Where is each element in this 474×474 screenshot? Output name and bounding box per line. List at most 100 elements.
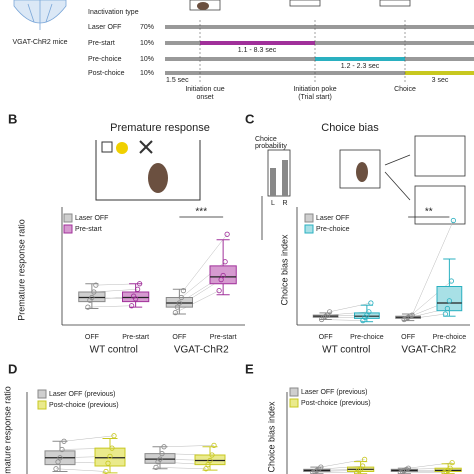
y-axis-label: Choice bias index bbox=[266, 401, 276, 473]
group-label: WT control bbox=[90, 345, 138, 356]
group-label: WT control bbox=[322, 345, 370, 356]
event-label: (Trial start) bbox=[298, 94, 332, 101]
data-point bbox=[446, 298, 452, 304]
data-point bbox=[327, 309, 333, 315]
x-tick-label: OFF bbox=[172, 334, 186, 341]
x-tick-label: OFF bbox=[85, 334, 99, 341]
data-point bbox=[176, 300, 182, 306]
legend-swatch bbox=[37, 400, 47, 410]
data-point bbox=[93, 282, 99, 288]
event-label: Choice bbox=[394, 86, 416, 93]
pair-line bbox=[327, 311, 369, 316]
panel-title: Premature response bbox=[110, 122, 210, 134]
data-point bbox=[159, 451, 165, 457]
data-point bbox=[153, 464, 159, 470]
data-point bbox=[157, 456, 163, 462]
legend-label: Laser OFF bbox=[75, 215, 108, 222]
legend-label: Post-choice (previous) bbox=[49, 402, 119, 409]
event-label: Initiation cue bbox=[185, 86, 224, 93]
x-tick-label: Pre-choice bbox=[350, 334, 384, 341]
panel-letter: B bbox=[8, 111, 17, 126]
data-point bbox=[53, 466, 59, 472]
data-point bbox=[220, 272, 226, 279]
schematic-label: L bbox=[271, 200, 275, 207]
panel-letter: D bbox=[8, 361, 17, 376]
data-point bbox=[368, 300, 374, 306]
data-point bbox=[111, 433, 117, 439]
data-point bbox=[174, 304, 180, 310]
event-label: onset bbox=[196, 94, 213, 101]
data-point bbox=[211, 442, 217, 448]
pair-line bbox=[320, 459, 365, 468]
window-label: 1.1 - 8.3 sec bbox=[238, 47, 277, 54]
legend-swatch bbox=[37, 389, 47, 399]
legend-label: Pre-choice bbox=[316, 226, 350, 233]
data-point bbox=[57, 455, 63, 461]
data-point bbox=[222, 259, 228, 265]
y-axis-label: Premature response ratio bbox=[2, 386, 12, 474]
data-point bbox=[61, 438, 67, 444]
y-axis-label: Choice bias index bbox=[279, 234, 289, 306]
data-point bbox=[360, 463, 366, 469]
legend-label: Laser OFF bbox=[316, 215, 349, 222]
data-point bbox=[161, 444, 167, 450]
pair-line bbox=[163, 445, 215, 447]
schematic-label: probability bbox=[255, 143, 287, 150]
data-point bbox=[209, 452, 215, 458]
data-point bbox=[447, 465, 453, 471]
window-label: 1.2 - 2.3 sec bbox=[341, 63, 380, 70]
row-label: Laser OFF bbox=[88, 24, 121, 31]
legend-swatch bbox=[289, 398, 299, 408]
x-tick-label: Pre-choice bbox=[433, 334, 467, 341]
data-point bbox=[449, 460, 455, 466]
pair-line bbox=[411, 220, 454, 316]
window-label: 3 sec bbox=[432, 77, 449, 84]
event-label: 1.5 sec bbox=[166, 77, 189, 84]
data-point bbox=[442, 311, 448, 317]
schematic-label: R bbox=[282, 200, 287, 207]
pair-line bbox=[318, 465, 363, 470]
pair-line bbox=[55, 468, 107, 472]
panel-title: Choice bias bbox=[321, 122, 379, 134]
data-point bbox=[218, 277, 224, 283]
data-point bbox=[135, 286, 141, 292]
data-point bbox=[366, 309, 372, 315]
data-point bbox=[178, 294, 184, 301]
pair-line bbox=[329, 302, 371, 313]
pair-line bbox=[87, 305, 132, 308]
legend-label: Post-choice (previous) bbox=[301, 400, 371, 407]
brain-icon bbox=[13, 0, 67, 30]
data-point bbox=[59, 446, 65, 453]
pair-line bbox=[183, 234, 228, 291]
legend-label: Pre-start bbox=[75, 226, 102, 233]
legend-swatch bbox=[63, 224, 73, 234]
data-point bbox=[362, 456, 368, 462]
data-point bbox=[91, 289, 97, 295]
pair-line bbox=[155, 467, 207, 469]
x-tick-label: Pre-start bbox=[122, 334, 149, 341]
row-share: 10% bbox=[140, 70, 154, 77]
data-point bbox=[409, 312, 415, 318]
data-point bbox=[129, 303, 135, 309]
row-label: Post-choice bbox=[88, 70, 125, 77]
data-point bbox=[203, 466, 209, 472]
box bbox=[209, 265, 237, 285]
data-point bbox=[89, 294, 95, 301]
data-point bbox=[450, 217, 456, 224]
timeline bbox=[165, 0, 474, 82]
legend-swatch bbox=[304, 213, 314, 223]
data-point bbox=[55, 459, 61, 465]
data-point bbox=[105, 460, 111, 466]
data-point bbox=[133, 296, 139, 302]
significance: ** bbox=[425, 207, 433, 218]
arena-schematic bbox=[95, 140, 201, 201]
group-label: VGAT-ChR2 bbox=[174, 345, 229, 356]
panel-letter: E bbox=[245, 361, 254, 376]
data-point bbox=[448, 278, 454, 284]
row-label: Pre-choice bbox=[88, 56, 122, 63]
data-point bbox=[107, 453, 113, 459]
data-point bbox=[444, 305, 450, 312]
y-axis-label: Premature response ratio bbox=[16, 219, 26, 321]
data-point bbox=[85, 304, 91, 310]
